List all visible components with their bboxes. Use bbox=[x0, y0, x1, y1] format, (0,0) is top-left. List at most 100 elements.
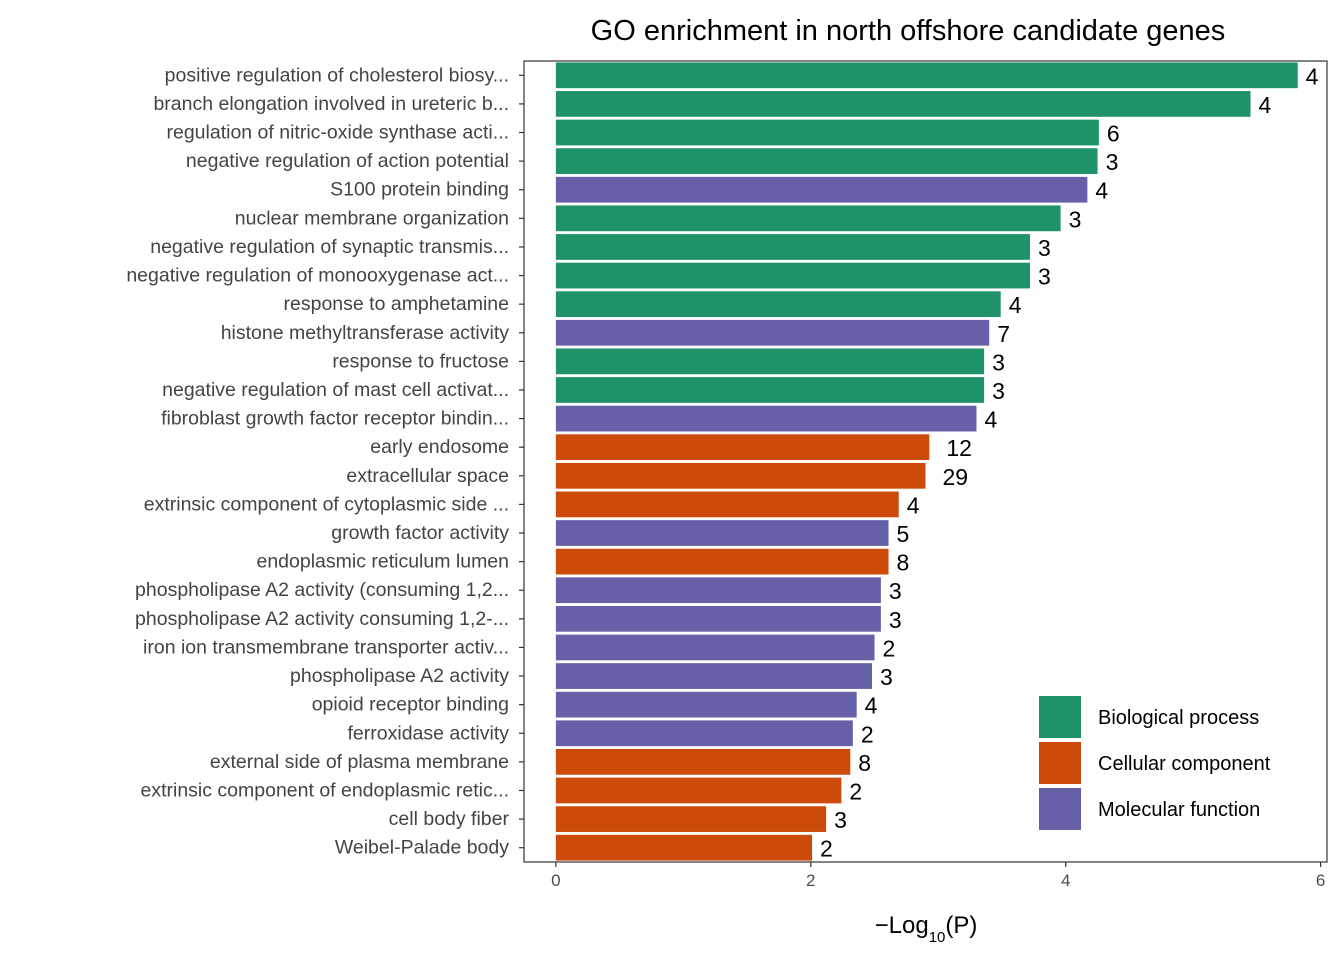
category-label: nuclear membrane organization bbox=[235, 207, 509, 229]
bar-21 bbox=[555, 634, 875, 661]
category-label: histone methyltransferase activity bbox=[221, 322, 510, 344]
x-axis-title-suffix: (P) bbox=[945, 912, 977, 939]
bar-18 bbox=[555, 548, 889, 575]
category-label: endoplasmic reticulum lumen bbox=[256, 551, 509, 573]
x-axis-title-prefix: −Log bbox=[875, 912, 929, 939]
category-label: S100 protein binding bbox=[330, 179, 509, 201]
y-axis-ticks bbox=[519, 74, 524, 849]
count-label: 3 bbox=[992, 349, 1005, 375]
legend-key-bp bbox=[1039, 696, 1081, 738]
bar-4 bbox=[555, 148, 1098, 174]
category-label: response to fructose bbox=[332, 350, 509, 372]
count-label: 6 bbox=[1107, 121, 1120, 147]
x-tick-label: 0 bbox=[551, 871, 560, 890]
category-label: opioid receptor binding bbox=[312, 694, 509, 716]
legend-label: Biological process bbox=[1098, 707, 1259, 729]
category-label: early endosome bbox=[370, 436, 509, 458]
count-label: 4 bbox=[1306, 63, 1319, 89]
count-label: 3 bbox=[1038, 235, 1051, 261]
legend-key-cc bbox=[1039, 742, 1081, 784]
category-label: negative regulation of synaptic transmis… bbox=[150, 236, 509, 258]
category-label: negative regulation of monooxygenase act… bbox=[126, 265, 509, 287]
bar-27 bbox=[555, 806, 827, 832]
category-label: fibroblast growth factor receptor bindin… bbox=[161, 408, 509, 430]
bar-7 bbox=[555, 234, 1031, 260]
category-label: growth factor activity bbox=[331, 522, 509, 544]
count-label: 4 bbox=[907, 492, 920, 518]
bar-22 bbox=[555, 663, 872, 689]
x-axis-title: −Log10(P) bbox=[875, 912, 978, 946]
bar-25 bbox=[555, 749, 851, 775]
bar-5 bbox=[555, 176, 1088, 203]
bar-16 bbox=[555, 491, 899, 518]
count-label: 5 bbox=[897, 521, 910, 547]
bar-19 bbox=[555, 577, 881, 604]
category-labels: positive regulation of cholesterol biosy… bbox=[126, 64, 509, 858]
count-label: 8 bbox=[858, 750, 871, 776]
category-label: extracellular space bbox=[346, 465, 509, 487]
legend-label: Cellular component bbox=[1098, 753, 1271, 775]
category-label: extrinsic component of endoplasmic retic… bbox=[140, 779, 509, 801]
count-label: 4 bbox=[1259, 92, 1272, 118]
count-label: 7 bbox=[997, 321, 1010, 347]
category-label: phospholipase A2 activity (consuming 1,2… bbox=[135, 579, 509, 601]
count-label: 3 bbox=[880, 664, 893, 690]
count-label: 3 bbox=[834, 807, 847, 833]
x-tick-label: 2 bbox=[806, 871, 815, 890]
category-label: positive regulation of cholesterol biosy… bbox=[165, 64, 509, 86]
count-label: 3 bbox=[1038, 264, 1051, 290]
count-label: 12 bbox=[946, 435, 972, 461]
bar-20 bbox=[555, 605, 881, 632]
count-label: 2 bbox=[820, 836, 833, 862]
bar-26 bbox=[555, 777, 842, 804]
chart-title: GO enrichment in north offshore candidat… bbox=[591, 15, 1226, 47]
x-tick-label: 4 bbox=[1061, 871, 1070, 890]
bar-13 bbox=[555, 405, 977, 432]
bars-group bbox=[555, 62, 1298, 861]
bar-6 bbox=[555, 205, 1061, 232]
category-label: regulation of nitric-oxide synthase acti… bbox=[166, 122, 509, 144]
bar-2 bbox=[555, 91, 1251, 117]
category-label: phospholipase A2 activity consuming 1,2-… bbox=[135, 608, 509, 630]
count-label: 4 bbox=[984, 407, 997, 433]
x-axis-ticks: 0 2 4 6 bbox=[551, 862, 1325, 890]
category-label: phospholipase A2 activity bbox=[290, 665, 509, 687]
count-label: 2 bbox=[883, 635, 896, 661]
category-label: Weibel-Palade body bbox=[335, 837, 509, 859]
count-label: 2 bbox=[849, 778, 862, 804]
bar-17 bbox=[555, 520, 889, 546]
category-label: iron ion transmembrane transporter activ… bbox=[143, 636, 509, 658]
bar-1 bbox=[555, 62, 1298, 89]
category-label: external side of plasma membrane bbox=[210, 751, 509, 773]
bar-10 bbox=[555, 319, 990, 346]
count-label: 29 bbox=[943, 464, 969, 490]
category-label: negative regulation of mast cell activat… bbox=[162, 379, 509, 401]
bar-9 bbox=[555, 291, 1001, 318]
bar-23 bbox=[555, 691, 857, 718]
count-label: 4 bbox=[865, 693, 878, 719]
category-label: extrinsic component of cytoplasmic side … bbox=[144, 493, 509, 515]
legend: Biological process Cellular component Mole… bbox=[1039, 696, 1271, 830]
bar-24 bbox=[555, 720, 853, 747]
bar-8 bbox=[555, 262, 1031, 289]
count-label: 3 bbox=[889, 578, 902, 604]
count-label: 8 bbox=[897, 550, 910, 576]
plot-panel-border bbox=[523, 60, 1328, 863]
count-label: 3 bbox=[889, 607, 902, 633]
category-label: ferroxidase activity bbox=[348, 722, 510, 744]
category-label: cell body fiber bbox=[389, 808, 510, 830]
count-label: 3 bbox=[1106, 149, 1119, 175]
legend-label: Molecular function bbox=[1098, 799, 1260, 821]
count-label: 3 bbox=[992, 378, 1005, 404]
bar-15 bbox=[555, 462, 926, 489]
category-label: response to amphetamine bbox=[284, 293, 509, 315]
bar-12 bbox=[555, 377, 985, 403]
bar-28 bbox=[555, 834, 813, 861]
count-label: 4 bbox=[1009, 292, 1022, 318]
count-label: 4 bbox=[1095, 178, 1108, 204]
count-label: 2 bbox=[861, 721, 874, 747]
bar-11 bbox=[555, 348, 985, 375]
count-label: 3 bbox=[1069, 206, 1082, 232]
bar-14 bbox=[555, 434, 930, 461]
